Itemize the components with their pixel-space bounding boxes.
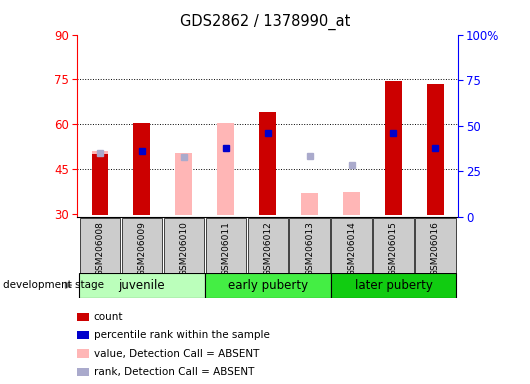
Text: value, Detection Call = ABSENT: value, Detection Call = ABSENT bbox=[94, 349, 259, 359]
Bar bbox=[92, 154, 108, 215]
Bar bbox=[259, 112, 276, 215]
Text: later puberty: later puberty bbox=[355, 279, 432, 291]
Text: GSM206008: GSM206008 bbox=[95, 222, 104, 276]
Bar bbox=[343, 192, 360, 215]
Bar bbox=[217, 123, 234, 215]
FancyBboxPatch shape bbox=[80, 218, 120, 274]
Bar bbox=[301, 193, 318, 215]
Text: development stage: development stage bbox=[3, 280, 104, 290]
Text: GSM206016: GSM206016 bbox=[431, 222, 440, 276]
Bar bbox=[385, 81, 402, 215]
Text: GDS2862 / 1378990_at: GDS2862 / 1378990_at bbox=[180, 13, 350, 30]
Bar bbox=[175, 153, 192, 215]
Text: rank, Detection Call = ABSENT: rank, Detection Call = ABSENT bbox=[94, 367, 254, 377]
Text: GSM206015: GSM206015 bbox=[389, 222, 398, 276]
FancyBboxPatch shape bbox=[164, 218, 204, 274]
FancyBboxPatch shape bbox=[331, 273, 456, 298]
FancyBboxPatch shape bbox=[206, 218, 246, 274]
Bar bbox=[427, 84, 444, 215]
FancyBboxPatch shape bbox=[416, 218, 455, 274]
Text: GSM206011: GSM206011 bbox=[221, 222, 230, 276]
Text: count: count bbox=[94, 312, 123, 322]
Text: GSM206014: GSM206014 bbox=[347, 222, 356, 276]
FancyBboxPatch shape bbox=[205, 273, 331, 298]
FancyBboxPatch shape bbox=[373, 218, 413, 274]
FancyBboxPatch shape bbox=[331, 218, 372, 274]
Bar bbox=[92, 151, 108, 215]
Text: early puberty: early puberty bbox=[227, 279, 308, 291]
Text: GSM206012: GSM206012 bbox=[263, 222, 272, 276]
Text: GSM206013: GSM206013 bbox=[305, 222, 314, 276]
Bar bbox=[134, 123, 150, 215]
FancyBboxPatch shape bbox=[79, 273, 205, 298]
FancyBboxPatch shape bbox=[248, 218, 288, 274]
Text: percentile rank within the sample: percentile rank within the sample bbox=[94, 330, 270, 340]
Text: juvenile: juvenile bbox=[119, 279, 165, 291]
FancyBboxPatch shape bbox=[122, 218, 162, 274]
FancyBboxPatch shape bbox=[289, 218, 330, 274]
Text: GSM206010: GSM206010 bbox=[179, 222, 188, 276]
Text: GSM206009: GSM206009 bbox=[137, 222, 146, 276]
